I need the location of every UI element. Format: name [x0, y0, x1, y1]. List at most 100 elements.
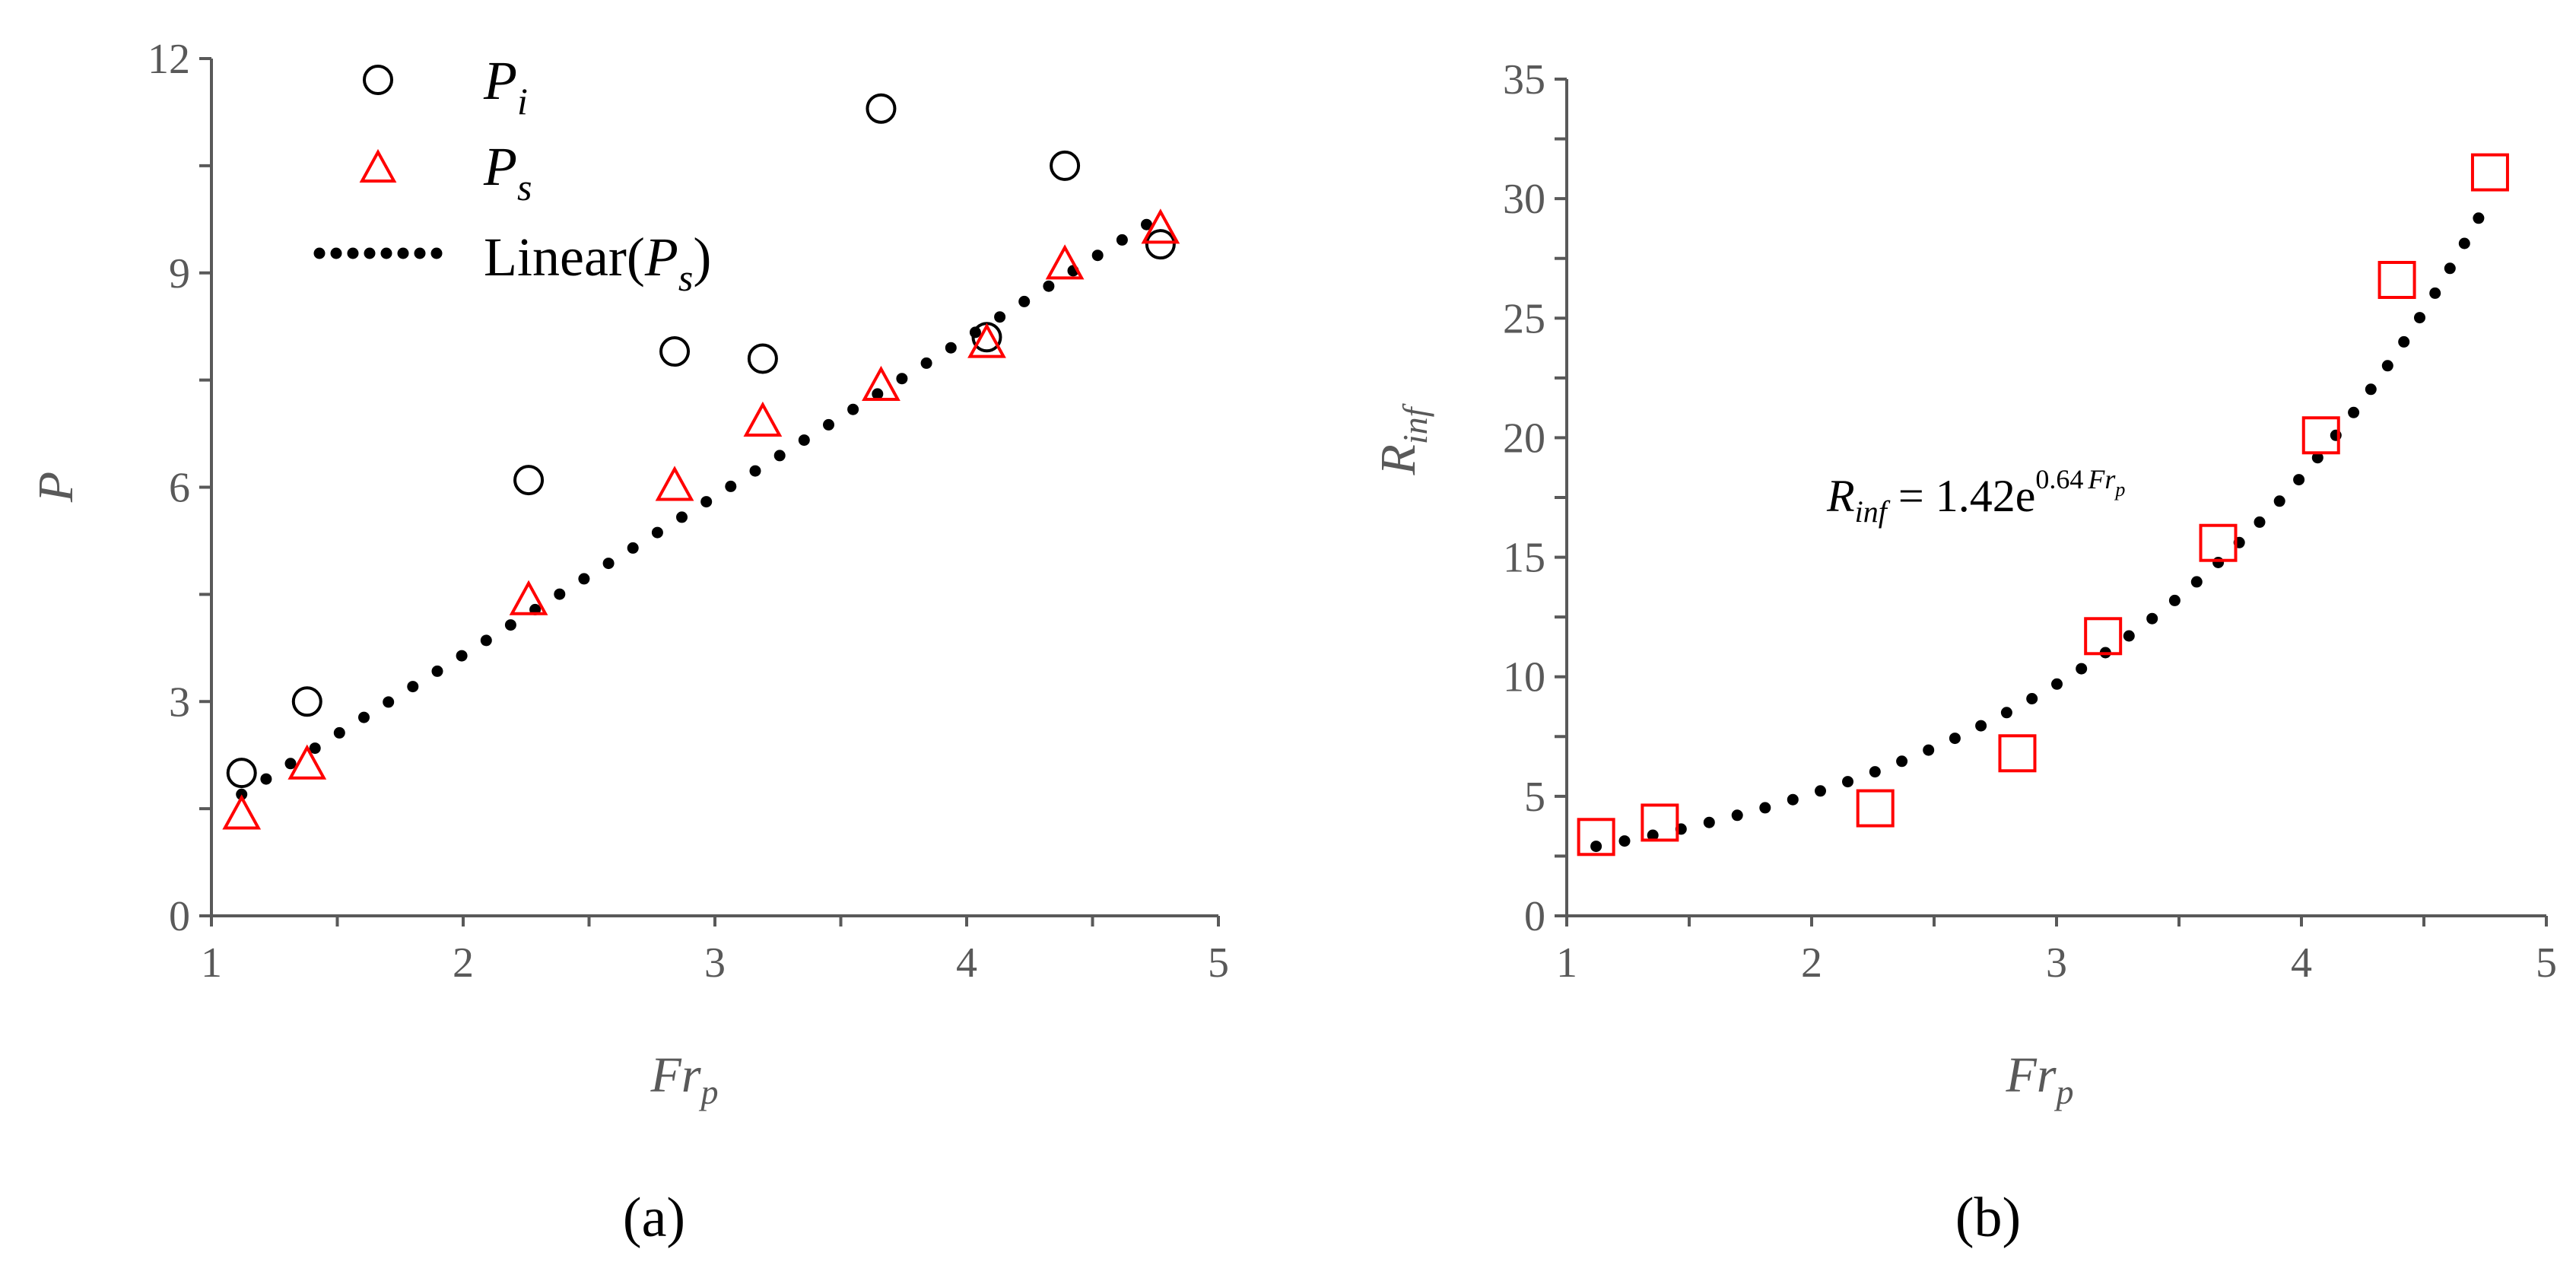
chart-a-xlabel: Frp: [650, 1047, 719, 1111]
chart-a-ylabel: P: [28, 472, 84, 503]
fit-line-dot: [1869, 766, 1881, 778]
fit-line-dot: [2458, 237, 2470, 250]
fit-line-dot: [2293, 474, 2305, 486]
fit-line-dot: [2026, 693, 2038, 704]
fit-line-dot: [431, 665, 443, 677]
fit-line-dot: [2123, 630, 2135, 642]
legend-dot: [397, 247, 409, 259]
data-point-circle: [513, 465, 545, 496]
y-tick-label: 0: [169, 893, 190, 940]
chart-a-legend: Pi Ps Linear(Ps): [313, 50, 711, 299]
fit-line-dot: [847, 403, 859, 415]
legend-label-linear: Linear(Ps): [484, 227, 711, 299]
chart-b-xlabel: Frp: [2006, 1047, 2074, 1111]
chart-b-points: [1577, 153, 2509, 857]
data-point-square: [2199, 523, 2238, 562]
legend-dot: [430, 247, 443, 259]
data-point-circle: [747, 343, 778, 374]
fit-line-dot: [1975, 720, 1987, 732]
chart-a-caption: (a): [623, 1187, 685, 1249]
fit-line-dot: [236, 788, 248, 800]
y-tick-label: 15: [1503, 535, 1545, 582]
chart-b-axes: [1555, 78, 2548, 927]
fit-line-dot: [1949, 733, 1961, 745]
data-point-triangle: [1141, 208, 1180, 244]
y-tick-label: 5: [1524, 774, 1545, 821]
y-tick-label: 9: [169, 250, 190, 297]
data-point-square: [2084, 617, 2123, 656]
fit-line-dot: [2398, 335, 2410, 348]
y-tick-label: 3: [169, 679, 190, 726]
fit-line-dot: [554, 588, 566, 600]
fit-line-dot: [1018, 295, 1031, 307]
data-point-square: [2301, 416, 2340, 455]
fit-line-dot: [2414, 312, 2425, 324]
fit-line-dot: [260, 773, 272, 785]
fit-line-dot: [1703, 816, 1715, 828]
legend-dot: [330, 247, 342, 259]
x-tick-label: 2: [1801, 939, 1822, 987]
y-tick-label: 25: [1503, 295, 1545, 342]
x-tick-label: 3: [704, 939, 726, 987]
data-point-triangle: [862, 365, 900, 402]
data-point-triangle: [222, 794, 262, 830]
chart-a-fit-line: [236, 218, 1152, 800]
x-tick-label: 4: [956, 939, 977, 987]
fit-line-dot: [2365, 383, 2377, 396]
x-tick-label: 1: [1556, 939, 1577, 987]
fit-line-dot: [1759, 802, 1771, 814]
x-tick-label: 4: [2291, 939, 2312, 987]
data-point-square: [2470, 153, 2509, 192]
fit-line-dot: [2429, 287, 2441, 299]
legend-label-ps: Ps: [483, 136, 532, 208]
y-tick-label: 6: [169, 465, 190, 512]
fit-line-dot: [920, 357, 932, 369]
fit-line-dot: [1590, 841, 1602, 853]
legend-dot: [414, 247, 426, 259]
data-point-square: [1577, 818, 1615, 857]
fit-line-dot: [2146, 612, 2158, 625]
fit-line-dot: [480, 634, 492, 647]
chart-a-axes: [199, 57, 1220, 927]
legend-dot: [380, 247, 392, 259]
x-tick-label: 3: [2046, 939, 2067, 987]
fit-line-dot: [1815, 785, 1826, 797]
fit-line-dot: [994, 311, 1006, 323]
y-tick-label: 20: [1503, 415, 1545, 462]
fit-line-dot: [798, 434, 810, 447]
fit-line-dot: [284, 758, 297, 770]
fit-line-dot: [651, 526, 663, 539]
fit-line-dot: [896, 373, 908, 385]
chart-b-equation: Rinf = 1.42e0.64 Frp: [1826, 464, 2125, 529]
fit-line-dot: [1896, 755, 1908, 768]
legend-dot: [364, 247, 376, 259]
legend-dotted-line-marker: [313, 247, 443, 259]
data-point-circle: [291, 686, 322, 717]
legend-label-pi: Pi: [483, 50, 528, 122]
y-tick-label: 0: [1524, 893, 1545, 940]
fit-line-dot: [2051, 678, 2063, 690]
fit-line-dot: [407, 681, 419, 693]
fit-line-dot: [945, 342, 957, 354]
fit-line-dot: [2212, 557, 2225, 568]
fit-line-dot: [749, 465, 761, 477]
legend-circle-marker: [363, 65, 393, 95]
data-point-triangle: [655, 466, 694, 501]
data-point-circle: [866, 93, 897, 124]
y-tick-label: 10: [1503, 654, 1545, 701]
data-point-triangle: [509, 580, 548, 615]
fit-line-dot: [2168, 594, 2181, 606]
fit-line-dot: [358, 711, 370, 723]
x-tick-label: 5: [2536, 939, 2557, 987]
fit-line-dot: [1842, 776, 1853, 788]
fit-line-dot: [700, 496, 713, 508]
x-tick-label: 5: [1208, 939, 1229, 987]
fit-line-dot: [823, 418, 834, 431]
fit-line-dot: [2473, 212, 2485, 224]
fit-line-dot: [2381, 360, 2393, 372]
fit-line-dot: [1091, 250, 1104, 262]
fit-line-dot: [602, 558, 615, 570]
data-point-square: [1856, 789, 1895, 828]
fit-line-dot: [1043, 280, 1055, 292]
